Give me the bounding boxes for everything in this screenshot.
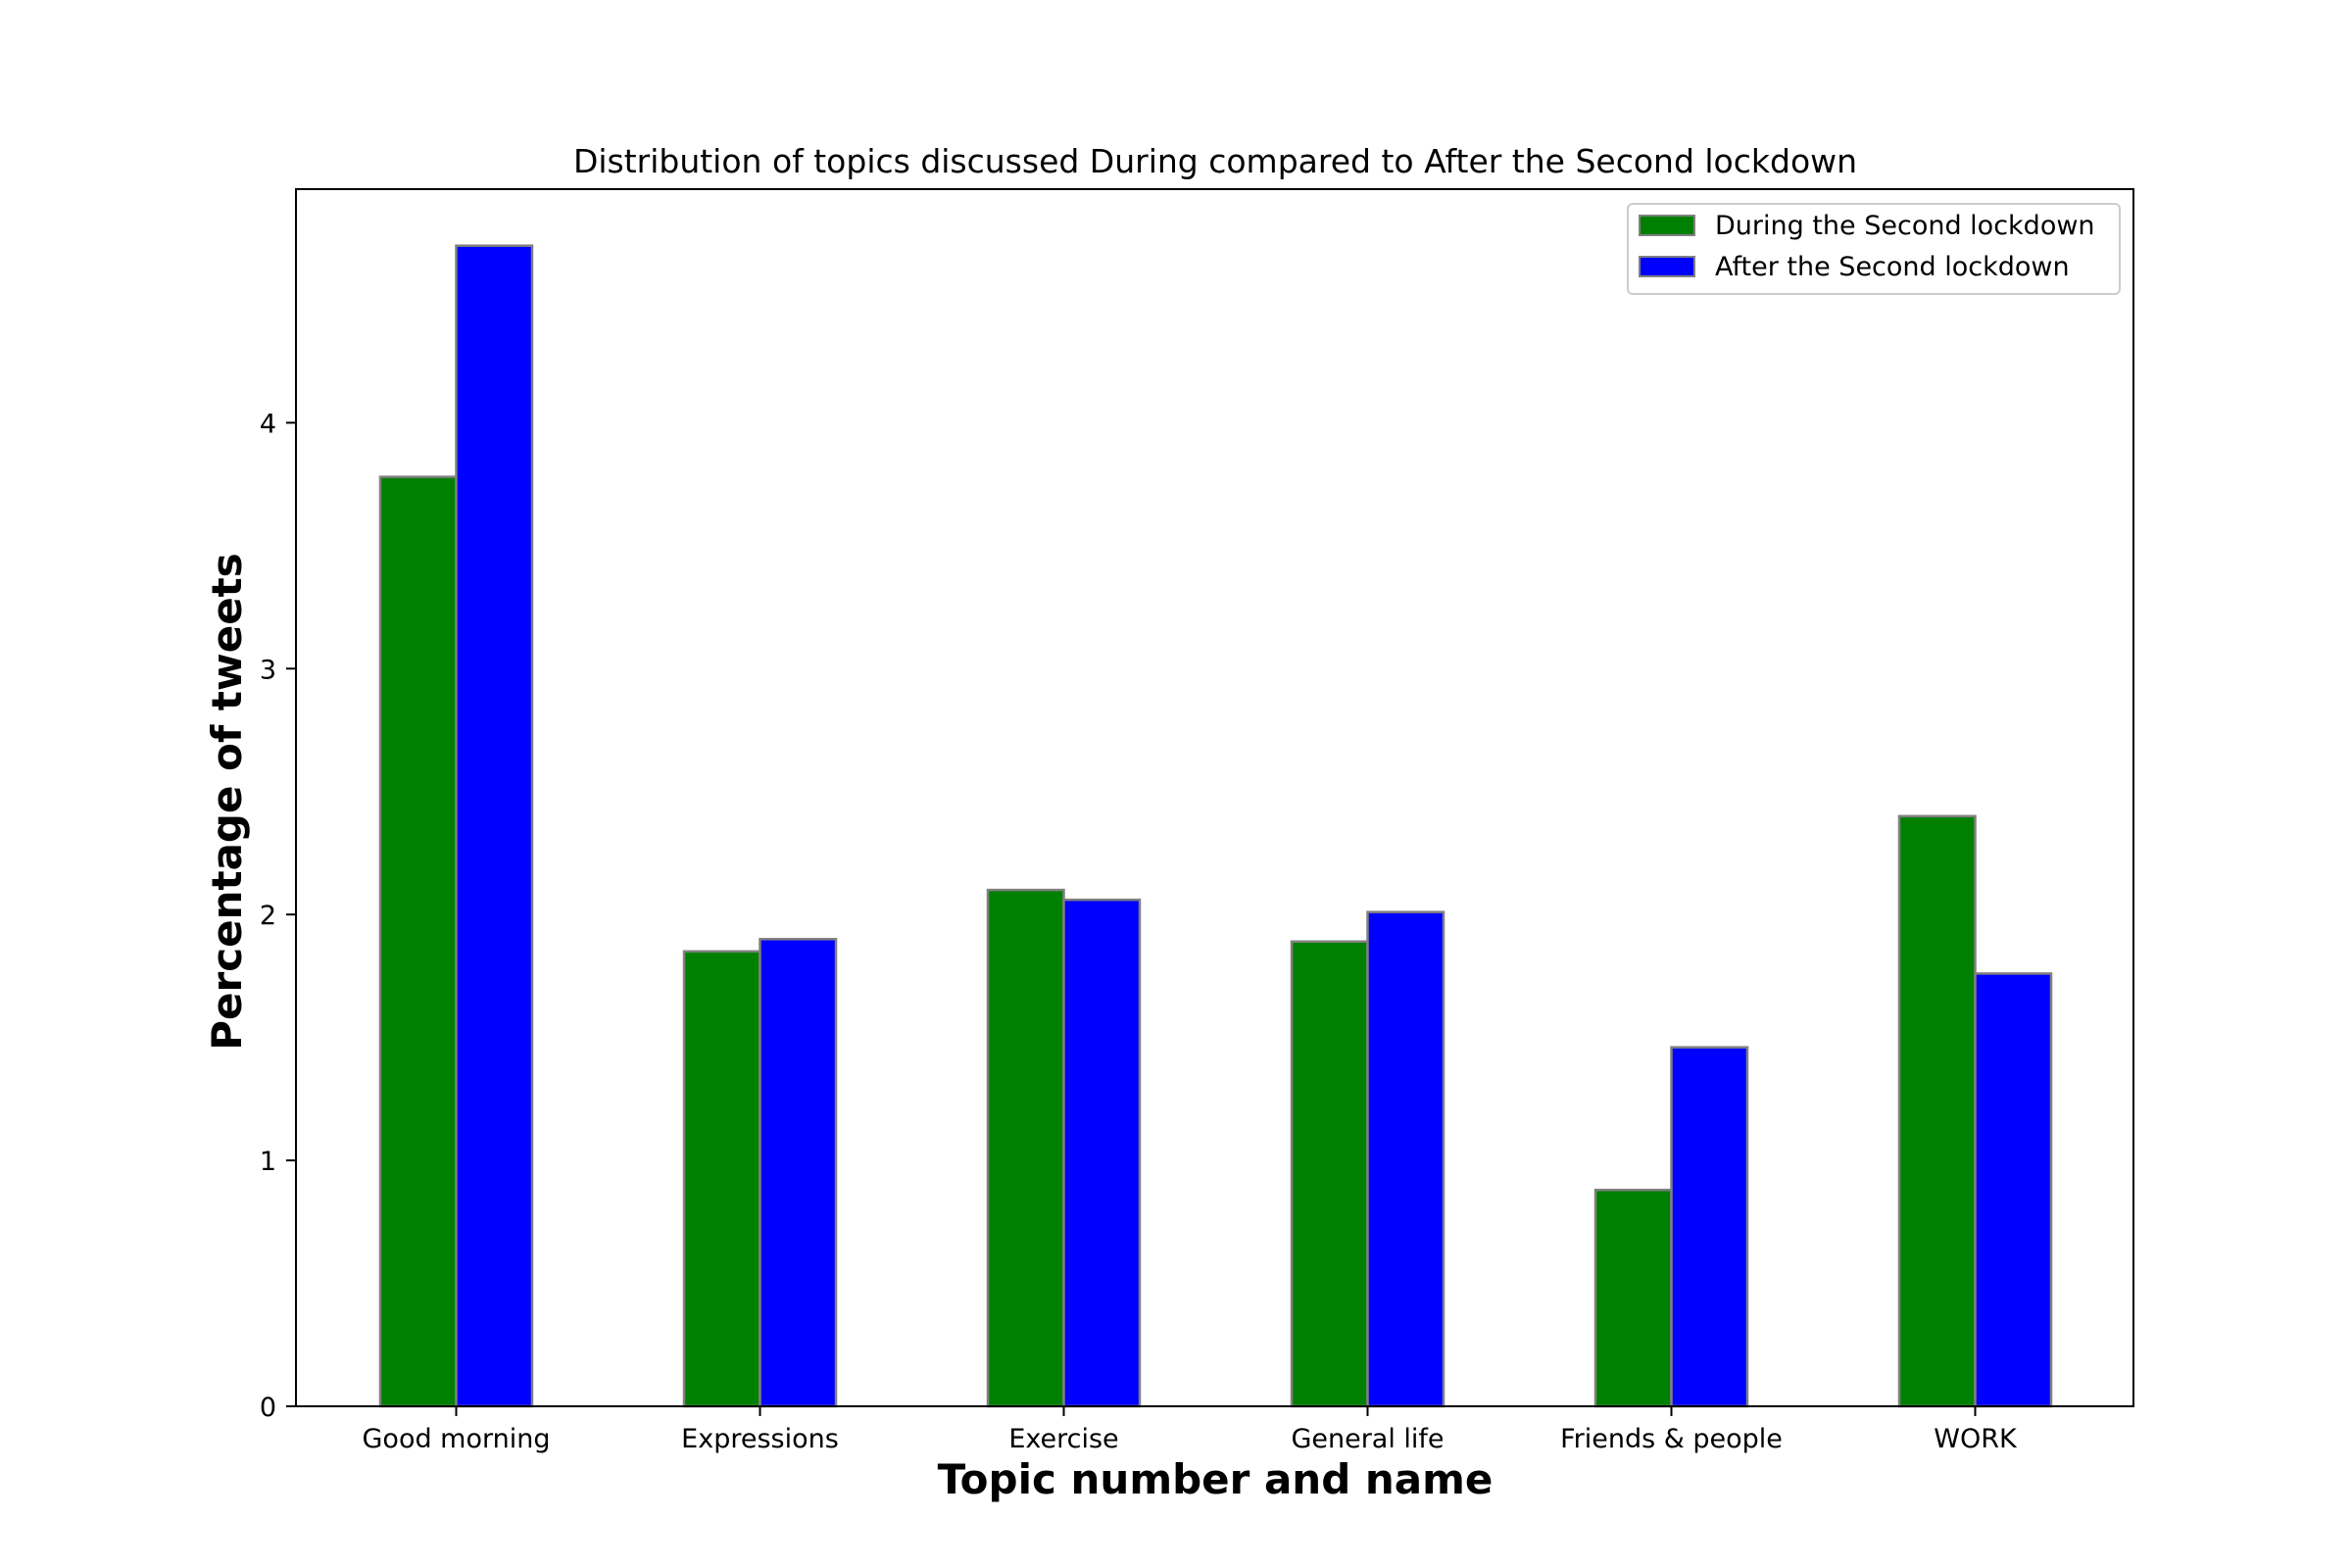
x-tick-label: Good morning: [363, 1424, 551, 1454]
x-tick-label: Exercise: [1008, 1424, 1118, 1454]
bar-during-0: [378, 475, 458, 1408]
bar-during-2: [986, 888, 1065, 1408]
chart-title: Distribution of topics discussed During …: [573, 142, 1857, 180]
bar-after-0: [455, 244, 534, 1408]
bar-during-5: [1897, 814, 1977, 1408]
x-tick-label: General life: [1291, 1424, 1444, 1454]
legend-swatch-during: [1639, 215, 1695, 236]
y-tick-label: 0: [260, 1393, 276, 1423]
bars-group: [378, 244, 2053, 1408]
x-axis-ticks: Good morning Expressions Exercise General l…: [363, 1406, 2018, 1454]
y-axis-ticks: 0 1 2 3 4: [260, 409, 296, 1423]
y-tick-label: 3: [260, 655, 276, 685]
x-tick-label: Expressions: [681, 1424, 839, 1454]
bar-during-1: [682, 950, 761, 1408]
legend-box: [1627, 203, 2121, 295]
y-tick-label: 1: [260, 1147, 276, 1177]
y-tick-label: 2: [260, 901, 276, 931]
legend-label-after: After the Second lockdown: [1715, 252, 2070, 282]
y-tick-label: 4: [260, 409, 276, 439]
bar-during-4: [1593, 1188, 1673, 1408]
bar-after-4: [1670, 1046, 1749, 1408]
legend-swatch-after: [1639, 256, 1695, 277]
bar-after-3: [1366, 910, 1446, 1408]
bar-after-2: [1062, 898, 1142, 1408]
legend: During the Second lockdown After the Seco…: [1627, 203, 2121, 295]
bar-after-5: [1974, 972, 2053, 1408]
x-tick-label: WORK: [1934, 1424, 2018, 1454]
bar-after-1: [759, 938, 838, 1408]
plot-frame: [295, 188, 2134, 1407]
legend-label-during: During the Second lockdown: [1715, 211, 2095, 241]
x-tick-label: Friends & people: [1560, 1424, 1783, 1454]
y-axis-label: Percentage of tweets: [203, 553, 251, 1051]
bar-during-3: [1290, 940, 1369, 1408]
x-axis-label: Topic number and name: [938, 1455, 1494, 1503]
